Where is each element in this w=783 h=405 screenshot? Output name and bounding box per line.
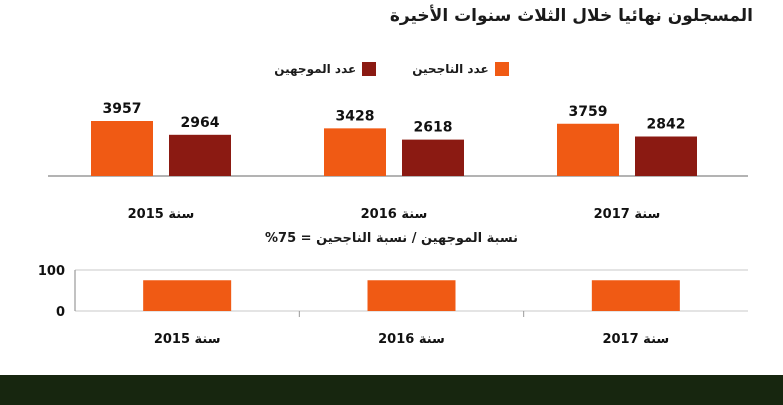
ratio-bar-2	[367, 280, 456, 311]
ratio-category-label-3: سنة 2017	[602, 332, 669, 347]
data-label-directed-1: 2964	[181, 115, 220, 131]
data-label-directed-3: 2842	[647, 116, 686, 132]
legend: عدد الناجحين عدد الموجهين	[0, 62, 783, 76]
y-tick-label-1: 100	[38, 264, 65, 279]
category-label-2: سنة 2016	[361, 207, 428, 222]
bar-applicants-1	[91, 121, 153, 176]
y-tick-label-0: 0	[56, 305, 65, 320]
charts-svg: 3957 2964 سنة 2015 3428 2618 سنة 2016 3759 2842…	[38, 101, 748, 347]
chart-title: المسجلون نهائيا خلال الثلاث سنوات الأخير…	[389, 6, 753, 26]
ratio-category-label-2: سنة 2016	[378, 332, 445, 347]
data-label-directed-2: 2618	[414, 120, 453, 136]
ratio-chart-title: نسبة الموجهين / نسبة الناجحين = 75%	[265, 231, 518, 246]
category-label-1: سنة 2015	[128, 207, 195, 222]
data-label-applicants-1: 3957	[103, 101, 142, 117]
data-label-applicants-2: 3428	[336, 108, 375, 124]
legend-label-applicants: عدد الناجحين	[412, 62, 489, 76]
bar-directed-1	[169, 134, 231, 176]
bar-directed-3	[635, 136, 697, 176]
legend-swatch-applicants	[494, 62, 509, 76]
legend-swatch-directed	[362, 62, 377, 76]
ratio-category-label-1: سنة 2015	[154, 332, 221, 347]
bar-applicants-3	[557, 123, 619, 176]
category-label-3: سنة 2017	[594, 207, 661, 222]
ratio-bar-3	[591, 280, 680, 311]
legend-item-applicants: عدد الناجحين	[412, 62, 509, 76]
data-label-applicants-3: 3759	[569, 104, 608, 120]
ratio-bar-1	[143, 280, 232, 311]
legend-label-directed: عدد الموجهين	[274, 62, 357, 76]
legend-item-directed: عدد الموجهين	[274, 62, 377, 76]
bar-directed-2	[402, 139, 464, 176]
footer-bar	[0, 375, 783, 405]
bar-applicants-2	[324, 128, 386, 176]
